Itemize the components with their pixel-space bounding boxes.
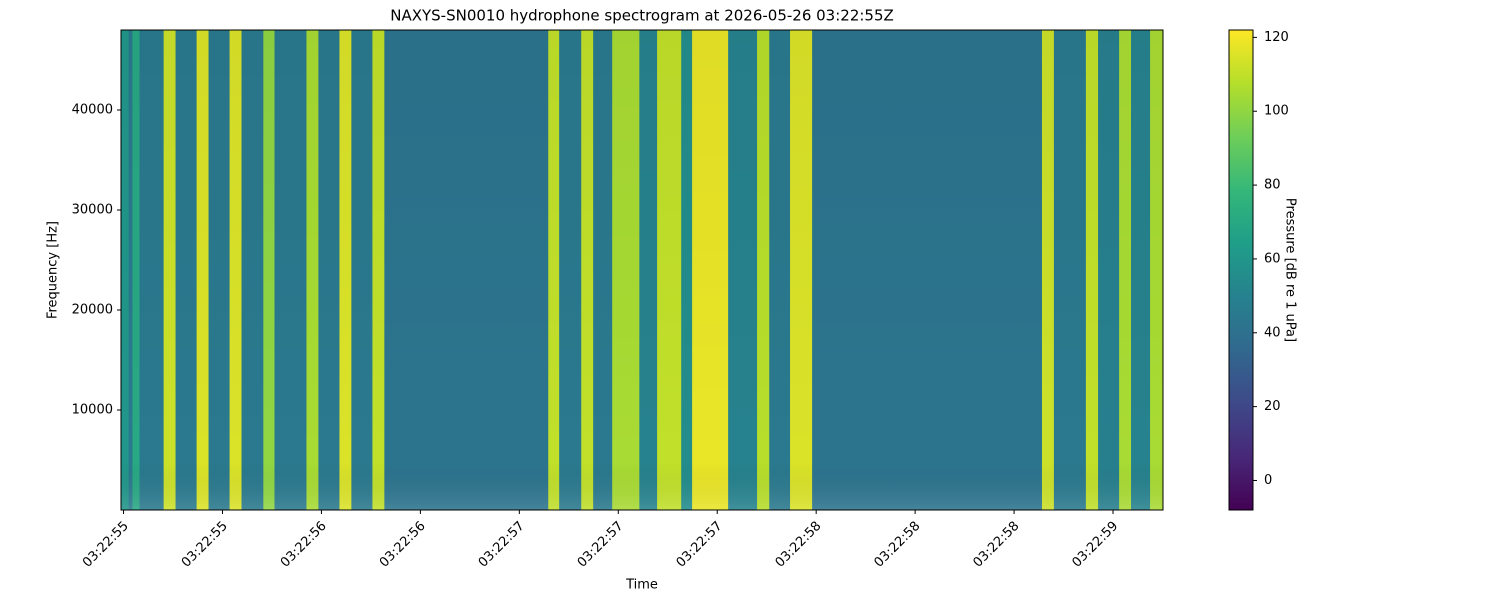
colorbar-tick-label: 0 (1264, 473, 1272, 488)
colorbar-tick-label: 80 (1264, 178, 1281, 193)
colorbar-tick-label: 20 (1264, 399, 1281, 414)
x-axis-label: Time (625, 578, 658, 593)
x-tick-label: 03:22:58 (970, 519, 1022, 571)
plot-area (121, 30, 1164, 510)
y-tick-label: 10000 (72, 403, 113, 418)
colorbar-label: Pressure [dB re 1 uPa] (1283, 198, 1298, 342)
colorbar (1228, 29, 1254, 511)
x-tick-label: 03:22:57 (674, 519, 726, 571)
x-tick-label: 03:22:55 (179, 519, 231, 571)
x-tick-label: 03:22:59 (1069, 519, 1121, 571)
plot-frame (120, 29, 1164, 511)
y-tick-label: 40000 (72, 103, 113, 118)
y-tick-label: 30000 (72, 203, 113, 218)
chart-title: NAXYS-SN0010 hydrophone spectrogram at 2… (390, 7, 894, 25)
x-tick-label: 03:22:58 (872, 519, 924, 571)
colorbar-tick-label: 100 (1264, 104, 1289, 119)
y-tick-label: 20000 (72, 303, 113, 318)
x-tick-label: 03:22:56 (377, 519, 429, 571)
colorbar-tick-label: 40 (1264, 325, 1281, 340)
y-axis-label: Frequency [Hz] (46, 221, 61, 319)
x-tick-label: 03:22:58 (773, 519, 825, 571)
colorbar-tick-label: 120 (1264, 30, 1289, 45)
x-tick-label: 03:22:57 (476, 519, 528, 571)
x-tick-label: 03:22:55 (80, 519, 132, 571)
colorbar-tick-label: 60 (1264, 251, 1281, 266)
x-tick-label: 03:22:56 (278, 519, 330, 571)
x-tick-label: 03:22:57 (575, 519, 627, 571)
texture (121, 30, 1163, 510)
